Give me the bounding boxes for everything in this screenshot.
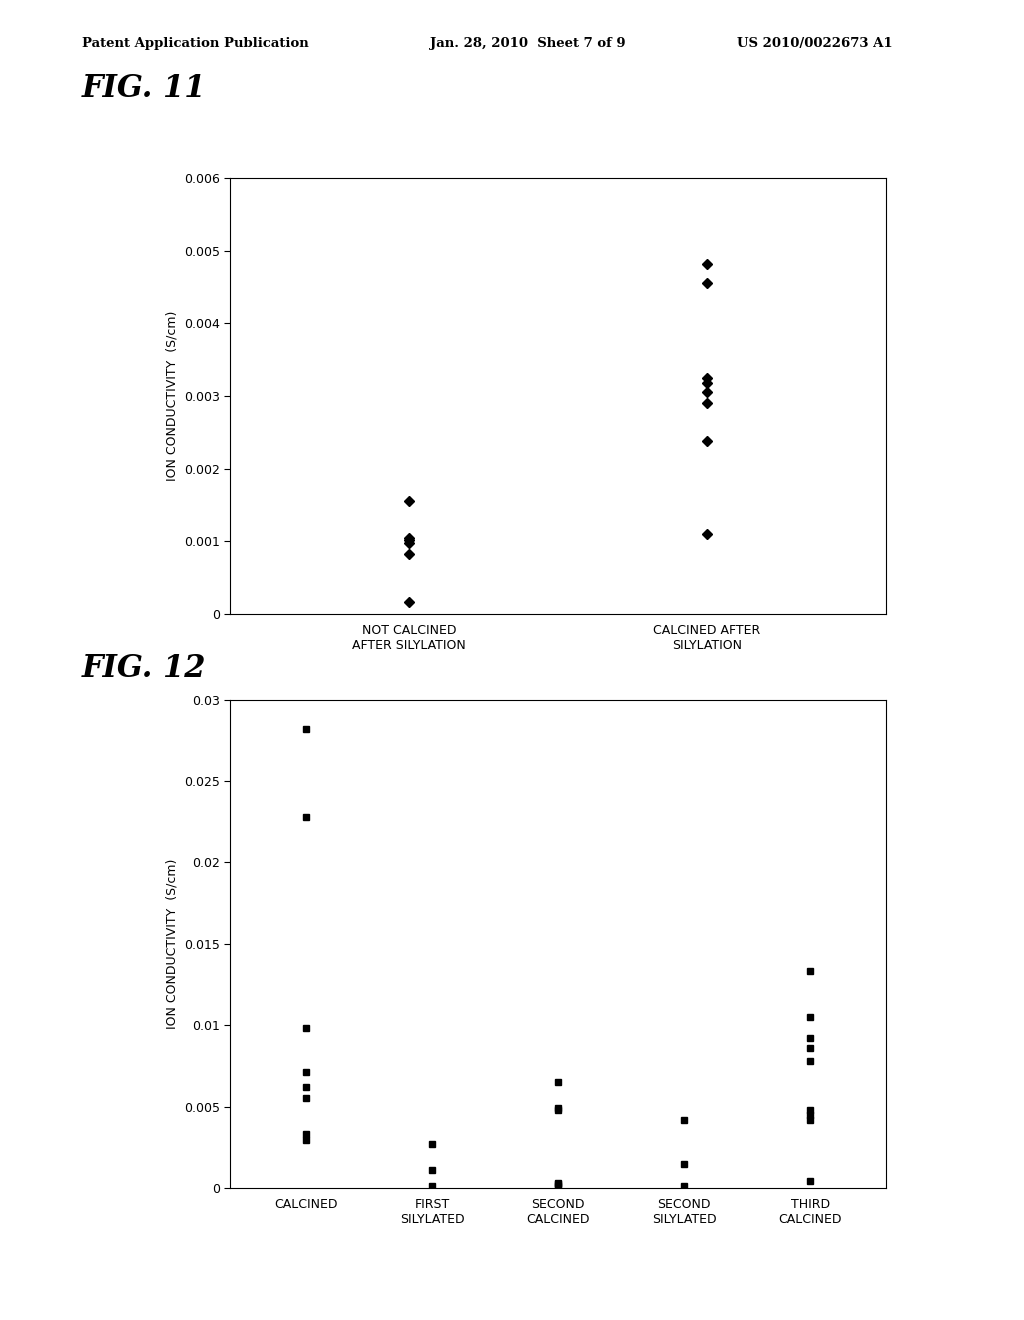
Text: FIG. 12: FIG. 12 (82, 653, 207, 684)
Y-axis label: ION CONDUCTIVITY  (S/cm): ION CONDUCTIVITY (S/cm) (166, 310, 178, 482)
Text: Jan. 28, 2010  Sheet 7 of 9: Jan. 28, 2010 Sheet 7 of 9 (430, 37, 626, 50)
Y-axis label: ION CONDUCTIVITY  (S/cm): ION CONDUCTIVITY (S/cm) (166, 858, 178, 1030)
Text: US 2010/0022673 A1: US 2010/0022673 A1 (737, 37, 893, 50)
Text: FIG. 11: FIG. 11 (82, 73, 207, 103)
Text: Patent Application Publication: Patent Application Publication (82, 37, 308, 50)
